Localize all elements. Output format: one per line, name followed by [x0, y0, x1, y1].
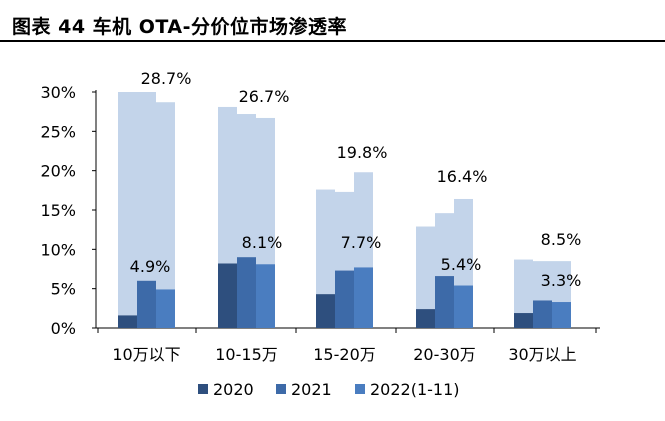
y-tick-label: 30% [40, 83, 76, 102]
bar-2022111 [156, 289, 175, 328]
bar-2022111 [256, 264, 275, 328]
y-tick-label: 25% [40, 122, 76, 141]
data-label-value: 4.9% [130, 257, 171, 276]
bar-total-bg [316, 189, 335, 328]
bar-2020 [118, 315, 137, 328]
bar-total-bg [137, 92, 156, 328]
bar-total-bg [514, 259, 533, 328]
bar-2021 [533, 300, 552, 328]
y-tick-label: 15% [40, 201, 76, 220]
data-label-total: 16.4% [437, 167, 488, 186]
x-category-label: 20-30万 [413, 345, 476, 364]
legend-label: 2020 [213, 380, 254, 399]
bar-2021 [237, 257, 256, 328]
bar-total-bg [416, 226, 435, 328]
bar-2020 [416, 309, 435, 328]
x-category-label: 30万以上 [508, 345, 576, 364]
bar-2021 [335, 270, 354, 328]
data-label-value: 3.3% [541, 271, 582, 290]
data-label-total: 28.7% [141, 69, 192, 88]
y-tick-label: 20% [40, 162, 76, 181]
bar-2022111 [454, 285, 473, 328]
data-label-value: 7.7% [341, 233, 382, 252]
y-tick-label: 0% [51, 319, 76, 338]
title-underline [0, 40, 665, 42]
bar-2021 [435, 276, 454, 328]
x-category-label: 10-15万 [215, 345, 278, 364]
bar-2020 [514, 313, 533, 328]
data-label-value: 5.4% [441, 255, 482, 274]
bar-2020 [218, 263, 237, 328]
data-label-total: 26.7% [239, 87, 290, 106]
bar-2020 [316, 294, 335, 328]
legend-label: 2021 [291, 380, 332, 399]
legend-label: 2022(1-11) [370, 380, 460, 399]
bar-2022111 [552, 302, 571, 328]
y-tick-label: 5% [51, 280, 76, 299]
bar-total-bg [118, 92, 137, 328]
data-label-total: 8.5% [541, 230, 582, 249]
bar-2021 [137, 280, 156, 328]
y-tick-label: 10% [40, 240, 76, 259]
chart-title: 图表 44 车机 OTA-分价位市场渗透率 [12, 16, 348, 38]
legend-swatch [355, 384, 365, 394]
legend-swatch [276, 384, 286, 394]
data-label-total: 19.8% [337, 143, 388, 162]
x-category-label: 10万以下 [112, 345, 180, 364]
bar-total-bg [156, 102, 175, 328]
x-category-label: 15-20万 [313, 345, 376, 364]
legend-swatch [198, 384, 208, 394]
bar-2022111 [354, 267, 373, 328]
data-label-value: 8.1% [242, 233, 283, 252]
